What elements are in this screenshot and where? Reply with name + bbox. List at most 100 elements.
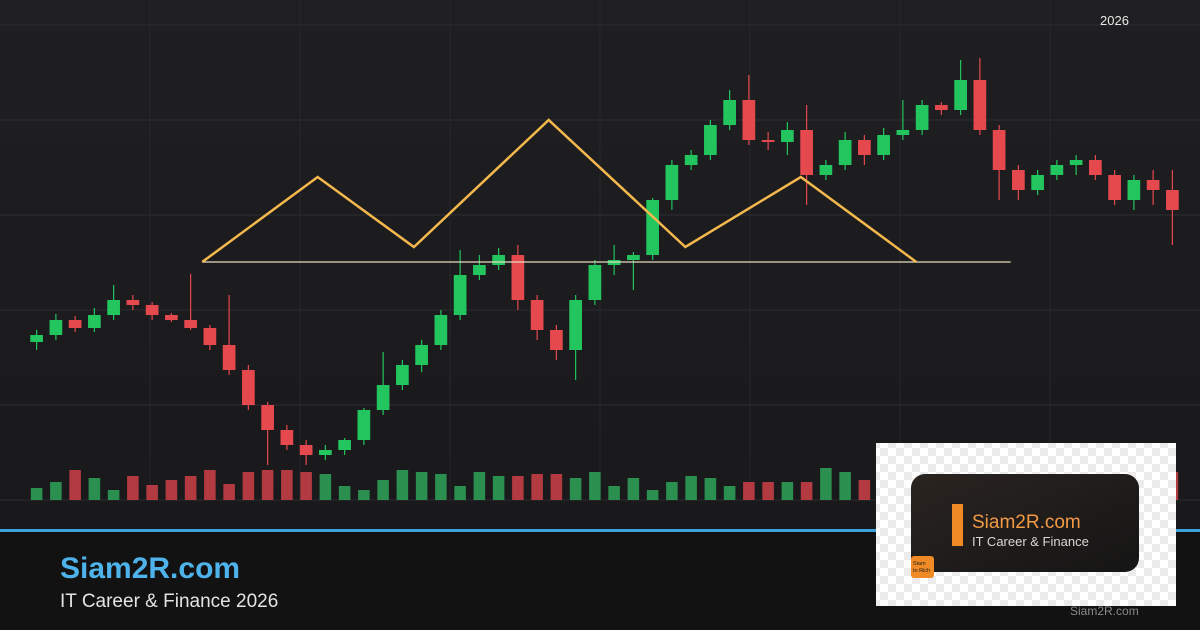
volume-bar [338,486,351,500]
candle-body [1012,170,1025,190]
candle-body [800,130,813,175]
candle-body [376,385,390,410]
logo-icon-text: Siam [913,561,926,567]
volume-bar [300,472,312,500]
candle-body [1108,175,1121,200]
candle-body [145,305,159,315]
candle-body [338,440,351,450]
candle-body [299,445,313,455]
candle-body [954,80,967,110]
candle-body [49,320,63,335]
volume-bar [396,470,409,500]
candle-body [1127,180,1141,200]
volume-bar [88,478,101,500]
candle-body [1031,175,1044,190]
divider [0,529,1200,532]
volume-bar [820,468,832,500]
volume-bar [377,480,389,500]
candle-body [68,320,82,328]
pattern-line [201,118,918,264]
candle-body [646,200,659,255]
candle-body [915,105,929,130]
candle-body [492,255,505,265]
candle-body [126,300,140,305]
volume-bar [704,478,717,500]
candle-body [896,130,910,135]
candle-body [627,255,640,260]
grid [0,0,1200,501]
candle-body [107,300,120,315]
candle-body [973,80,987,130]
volume-bar [242,472,255,500]
volume-bar [627,478,640,500]
volume-bar [50,482,62,500]
candle-body [165,315,178,320]
volume-bar [69,470,81,500]
volume-bar [454,486,466,500]
volume-bar [184,476,197,500]
candle-body [473,265,486,275]
volume-bar [146,485,158,500]
logo-title: Siam2R.com [972,512,1081,533]
candle-body [935,105,948,110]
candle-body [415,345,428,365]
logo-card [911,474,1139,572]
volume-bar [858,480,871,500]
candle-body [511,255,525,300]
logo-bar [952,504,963,546]
volume-bar [492,476,505,500]
volume-bar [743,482,755,500]
candle-body [723,100,736,125]
volume-bar [666,482,678,500]
volume-bar [204,470,216,500]
volume-bar [685,476,697,500]
volume-bar [30,488,43,500]
candle-body [550,330,563,350]
volume-bar [435,474,447,500]
volume-bar [569,478,582,500]
volume-bar [358,490,370,500]
logo-icon-text: to Rich [913,568,930,574]
candle-body [877,135,890,155]
candle-body [434,315,448,345]
volume-bar [107,490,120,500]
watermark: Siam2R.com [1070,604,1139,618]
candle-body [569,300,582,350]
volume-bar [531,474,543,500]
candle-body [761,140,775,142]
candle-body [858,140,871,155]
volume-bar [473,472,486,500]
candle-body [665,165,679,200]
candle-body [742,100,756,140]
volume-bar [781,482,794,500]
candle-body [357,410,371,440]
volume-bar [319,474,332,500]
volume-bar [165,480,178,500]
volume-bar [800,482,813,500]
candle-body [530,300,544,330]
brand-title: Siam2R.com [60,552,240,585]
candle-body [30,335,43,342]
candle-body [88,315,101,328]
candle-body [1166,190,1179,210]
candle-body [222,345,236,370]
volume-bar [608,486,620,500]
volume-bar [281,470,293,500]
candle-body [704,125,717,155]
candle-body [1146,180,1160,190]
logo-icon [911,556,934,578]
volume-bar [646,490,659,500]
brand-subtitle: IT Career & Finance 2026 [60,591,278,612]
chart [30,58,1179,500]
candle-body [396,365,409,385]
candle-body [261,405,274,430]
candle-body [184,320,197,328]
candle-body [781,130,794,142]
candle-body [203,328,217,345]
candle-body [819,165,833,175]
year: 2026 [1100,13,1129,28]
candle-body [319,450,332,455]
candle-body [280,430,294,445]
